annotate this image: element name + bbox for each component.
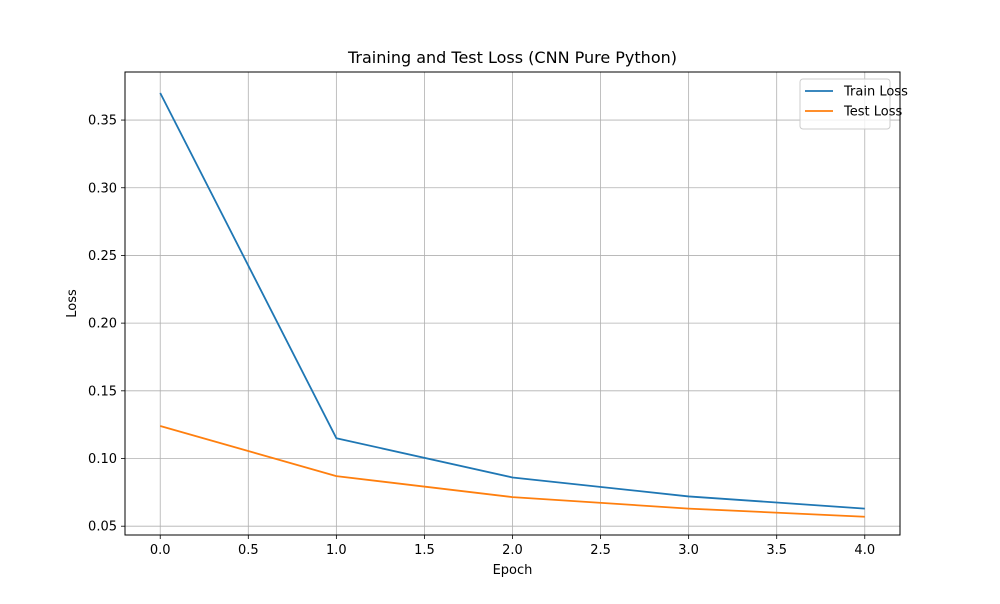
legend-entries: Train Loss Test Loss — [805, 85, 908, 120]
y-tick-label: 0.10 — [88, 452, 117, 467]
train-loss-line — [159, 92, 865, 510]
x-tick-label: 0.0 — [150, 543, 171, 558]
x-tick-label: 4.0 — [854, 543, 875, 558]
x-tick-label: 2.0 — [502, 543, 523, 558]
grid — [125, 72, 900, 535]
y-tick-label: 0.25 — [88, 249, 117, 264]
x-tick-label: 1.5 — [414, 543, 435, 558]
x-axis-label: Epoch — [493, 563, 533, 578]
legend: Train Loss Test Loss — [799, 78, 908, 130]
x-tick-label: 3.0 — [678, 543, 699, 558]
y-tick-label: 0.15 — [88, 384, 117, 399]
legend-label-test-loss: Test Loss — [843, 105, 902, 120]
y-tick-label: 0.30 — [88, 181, 117, 196]
chart-title: Training and Test Loss (CNN Pure Python) — [347, 48, 677, 67]
ticks: 0.0 0.5 1.0 1.5 2.0 2.5 3.0 3.5 4.0 0.05 0.10 0.15 0… — [88, 114, 875, 558]
series-lines — [159, 92, 865, 518]
x-tick-label: 0.5 — [238, 543, 259, 558]
y-tick-label: 0.35 — [88, 114, 117, 129]
legend-label-train-loss: Train Loss — [843, 85, 908, 100]
test-loss-line — [159, 425, 865, 518]
x-tick-label: 3.5 — [766, 543, 787, 558]
y-tick-label: 0.05 — [88, 520, 117, 535]
x-tick-label: 2.5 — [590, 543, 611, 558]
y-axis-label: Loss — [65, 289, 80, 318]
y-tick-label: 0.20 — [88, 317, 117, 332]
x-tick-label: 1.0 — [326, 543, 347, 558]
